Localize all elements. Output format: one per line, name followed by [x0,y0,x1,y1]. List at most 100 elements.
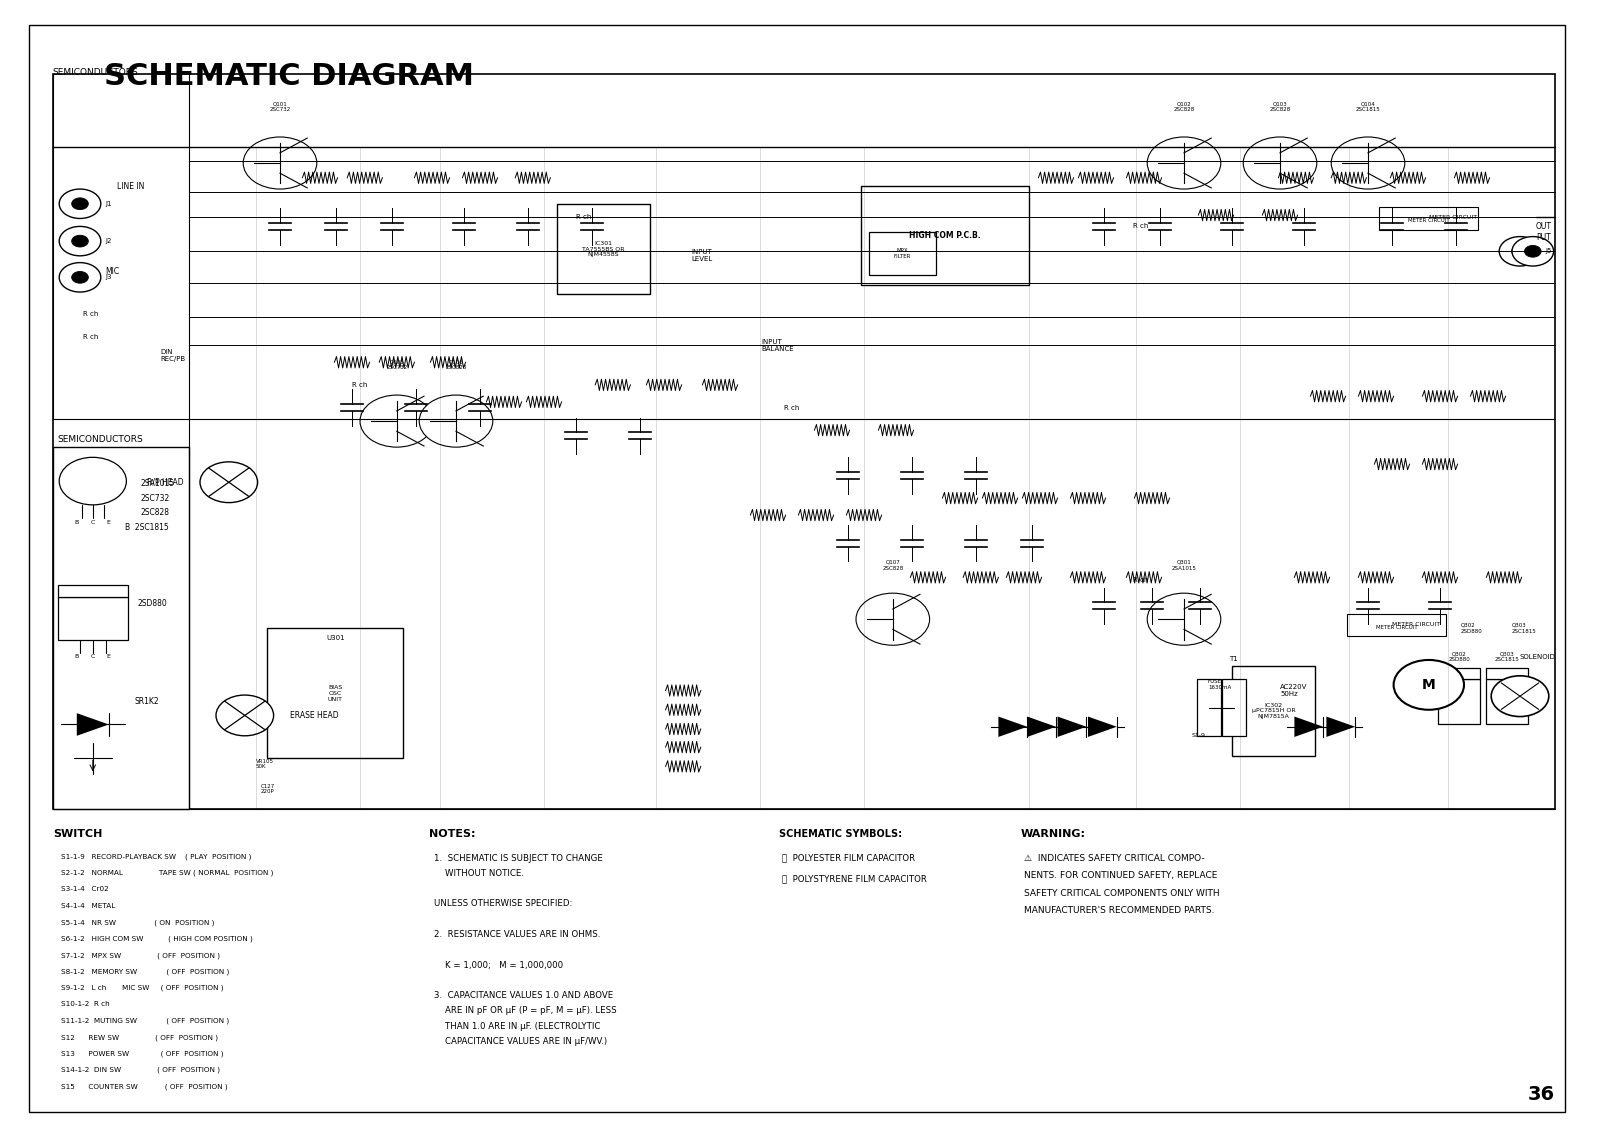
Text: INPUT
LEVEL: INPUT LEVEL [691,249,712,263]
Text: S1-9: S1-9 [1192,734,1206,738]
Circle shape [72,198,88,209]
Circle shape [1525,246,1541,257]
Polygon shape [998,717,1027,737]
Text: Q302
2SD880: Q302 2SD880 [1461,623,1483,634]
Circle shape [856,593,930,645]
Text: Q101
2SC732: Q101 2SC732 [269,101,291,112]
Text: 2SC828: 2SC828 [141,508,170,517]
Circle shape [1512,237,1554,266]
Text: S13      POWER SW              ( OFF  POSITION ): S13 POWER SW ( OFF POSITION ) [61,1050,224,1057]
Bar [1438,668,1480,679]
Text: R ch: R ch [576,214,592,221]
Circle shape [72,235,88,247]
Text: 2SC732: 2SC732 [141,494,170,503]
Text: ARE IN pF OR μF (P = pF, M = μF). LESS: ARE IN pF OR μF (P = pF, M = μF). LESS [434,1006,616,1015]
Text: S10-1-2  R ch: S10-1-2 R ch [61,1002,146,1007]
Bar [861,186,1029,285]
Text: METER CIRCUIT: METER CIRCUIT [1392,623,1440,627]
Text: Q102
2SC828: Q102 2SC828 [1173,101,1195,112]
Circle shape [72,272,88,283]
Bar [869,232,936,275]
Text: K = 1,000;   M = 1,000,000: K = 1,000; M = 1,000,000 [434,960,563,969]
Text: DIN
REC/PB: DIN REC/PB [160,349,186,362]
Polygon shape [1294,717,1323,737]
Text: SAFETY CRITICAL COMPONENTS ONLY WITH: SAFETY CRITICAL COMPONENTS ONLY WITH [1024,889,1219,898]
Bar [557,204,650,294]
Text: VR105
50K: VR105 50K [256,758,274,770]
Text: SEMICONDUCTORS: SEMICONDUCTORS [58,435,144,444]
Text: B: B [75,654,78,659]
Text: AC220V
50Hz: AC220V 50Hz [1280,684,1307,697]
Text: S2-1-2   NORMAL                TAPE SW ( NORMAL  POSITION ): S2-1-2 NORMAL TAPE SW ( NORMAL POSITION … [61,869,274,876]
Text: Q103
2SC828: Q103 2SC828 [1269,101,1291,112]
Text: T1: T1 [1229,655,1237,662]
Circle shape [1243,137,1317,189]
Text: S11-1-2  MUTING SW             ( OFF  POSITION ): S11-1-2 MUTING SW ( OFF POSITION ) [61,1018,229,1024]
Text: OUT
PUT: OUT PUT [1536,222,1552,242]
Text: S12      REW SW                ( OFF  POSITION ): S12 REW SW ( OFF POSITION ) [61,1035,218,1040]
Circle shape [1147,593,1221,645]
Text: C127
220P: C127 220P [261,783,275,795]
Text: R ch: R ch [83,334,99,341]
Text: J2: J2 [106,238,112,245]
Bar [1379,207,1478,230]
Text: BIAS
OSC
UNIT: BIAS OSC UNIT [328,685,342,702]
Text: Q106
2SC828: Q106 2SC828 [445,359,467,370]
Text: R ch: R ch [352,381,368,388]
Text: J1: J1 [106,200,112,207]
Text: SCHEMATIC DIAGRAM: SCHEMATIC DIAGRAM [104,62,474,92]
Text: METER CIRCUIT: METER CIRCUIT [1376,625,1418,629]
Text: ⚠  INDICATES SAFETY CRITICAL COMPO-: ⚠ INDICATES SAFETY CRITICAL COMPO- [1024,854,1205,863]
Text: U301: U301 [326,635,344,641]
Bar [1197,679,1221,736]
Circle shape [200,462,258,503]
Circle shape [1491,676,1549,717]
Text: R ch: R ch [1133,223,1149,230]
Polygon shape [1088,717,1117,737]
Text: LINE IN: LINE IN [117,182,144,191]
Text: Q105
2SC732: Q105 2SC732 [386,359,408,370]
Text: S15      COUNTER SW            ( OFF  POSITION ): S15 COUNTER SW ( OFF POSITION ) [61,1083,227,1090]
Text: CAPACITANCE VALUES ARE IN μF/WV.): CAPACITANCE VALUES ARE IN μF/WV.) [434,1037,606,1046]
Text: WITHOUT NOTICE.: WITHOUT NOTICE. [434,869,523,877]
Text: S4-1-4   METAL: S4-1-4 METAL [61,903,149,909]
Bar [1347,614,1446,636]
Bar [1486,679,1528,724]
Circle shape [59,189,101,218]
Bar [267,628,403,758]
Text: Ⓢ  POLYSTYRENE FILM CAPACITOR: Ⓢ POLYSTYRENE FILM CAPACITOR [782,874,928,883]
Circle shape [419,395,493,447]
Text: 36: 36 [1528,1084,1555,1104]
Text: MIC: MIC [106,267,120,276]
Text: MANUFACTURER'S RECOMMENDED PARTS.: MANUFACTURER'S RECOMMENDED PARTS. [1024,906,1214,915]
Circle shape [1512,246,1528,257]
Circle shape [360,395,434,447]
Text: J5: J5 [1546,248,1552,255]
Bar [1486,668,1528,679]
Text: ERASE HEAD: ERASE HEAD [290,711,338,720]
Circle shape [1147,137,1221,189]
Text: B  2SC1815: B 2SC1815 [125,523,168,532]
Circle shape [243,137,317,189]
Text: Q107
2SC828: Q107 2SC828 [882,559,904,571]
Polygon shape [77,713,109,736]
Text: B: B [75,520,78,524]
Text: 2SD880: 2SD880 [138,599,168,608]
Text: C: C [91,654,94,659]
Text: R ch: R ch [1133,576,1149,583]
Text: SCHEMATIC SYMBOLS:: SCHEMATIC SYMBOLS: [779,829,902,839]
Bar [53,447,189,809]
Text: Ⓟ  POLYESTER FILM CAPACITOR: Ⓟ POLYESTER FILM CAPACITOR [782,854,915,863]
Circle shape [216,695,274,736]
Text: E: E [107,520,110,524]
Bar [1222,679,1246,736]
Text: R ch: R ch [784,404,800,411]
Text: Q303
2SC1815: Q303 2SC1815 [1494,651,1520,662]
Text: NOTES:: NOTES: [429,829,475,839]
Text: HIGH COM P.C.B.: HIGH COM P.C.B. [909,231,981,240]
Text: IC301
TA7555BS OR
NJM4558S: IC301 TA7555BS OR NJM4558S [582,241,624,257]
Text: 1.  SCHEMATIC IS SUBJECT TO CHANGE: 1. SCHEMATIC IS SUBJECT TO CHANGE [434,854,603,863]
Text: Q104
2SC1815: Q104 2SC1815 [1355,101,1381,112]
Text: S14-1-2  DIN SW                ( OFF  POSITION ): S14-1-2 DIN SW ( OFF POSITION ) [61,1067,219,1073]
Text: S7-1-2   MPX SW                ( OFF  POSITION ): S7-1-2 MPX SW ( OFF POSITION ) [61,952,219,959]
